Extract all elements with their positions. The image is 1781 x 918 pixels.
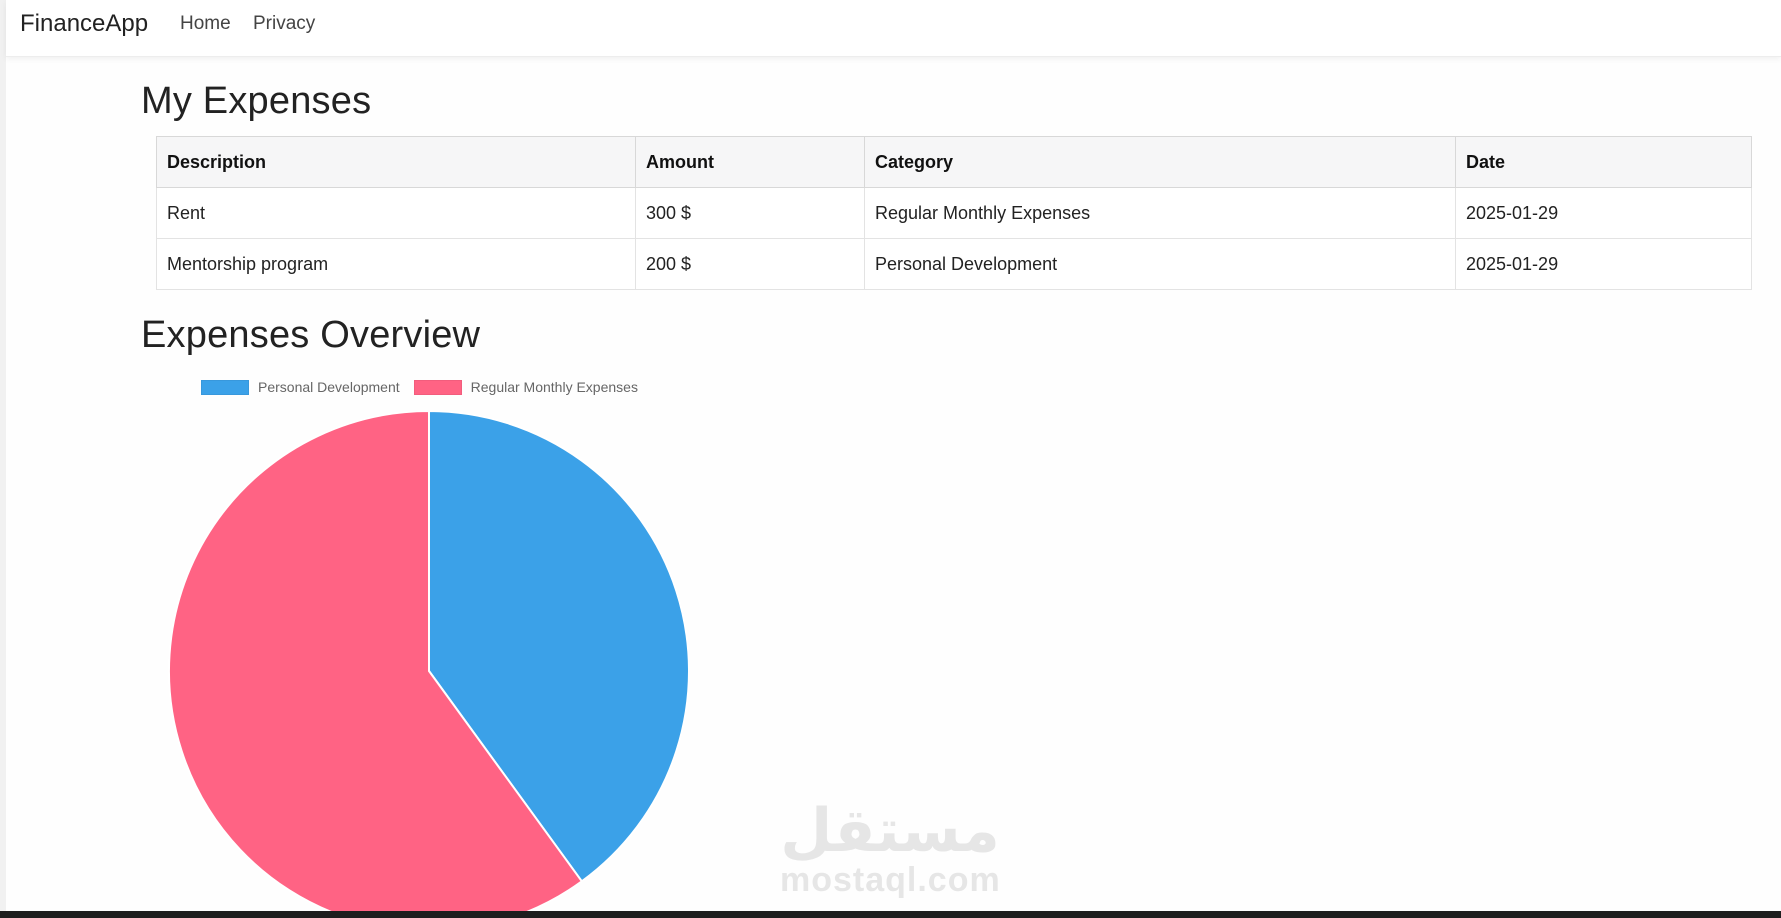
- cell-date: 2025-01-29: [1455, 187, 1752, 239]
- pie-slice-regular-monthly-expenses[interactable]: [168, 409, 584, 911]
- brand-link[interactable]: FinanceApp: [20, 10, 149, 37]
- column-header-description: Description: [156, 136, 636, 188]
- cell-date: 2025-01-29: [1455, 238, 1752, 290]
- expenses-table: Description Amount Category Date Rent 30…: [156, 136, 1752, 290]
- page: FinanceApp Home Privacy My Expenses Desc…: [6, 0, 1781, 911]
- navbar: FinanceApp Home Privacy: [6, 0, 1781, 57]
- window-left-edge: [0, 0, 6, 911]
- page-title: My Expenses: [141, 80, 372, 122]
- pie-slice-personal-development[interactable]: [428, 409, 690, 883]
- legend-swatch-icon: [201, 379, 249, 395]
- pie-chart-canvas[interactable]: [164, 405, 694, 911]
- overview-title: Expenses Overview: [141, 314, 481, 356]
- cell-description: Mentorship program: [156, 238, 636, 290]
- legend-item-regular-monthly-expenses[interactable]: Regular Monthly Expenses: [413, 379, 638, 395]
- cell-category: Personal Development: [864, 238, 1456, 290]
- legend-label: Personal Development: [258, 379, 400, 395]
- nav-privacy-link[interactable]: Privacy: [253, 13, 316, 34]
- legend-label: Regular Monthly Expenses: [470, 379, 638, 395]
- column-header-amount: Amount: [635, 136, 865, 188]
- nav-home-link[interactable]: Home: [180, 13, 231, 34]
- cell-amount: 200 $: [635, 238, 865, 290]
- column-header-category: Category: [864, 136, 1456, 188]
- cell-amount: 300 $: [635, 187, 865, 239]
- column-header-date: Date: [1455, 136, 1752, 188]
- table-header-row: Description Amount Category Date: [156, 136, 1752, 188]
- cell-description: Rent: [156, 187, 636, 239]
- chart-legend: Personal Development Regular Monthly Exp…: [201, 378, 652, 396]
- cell-category: Regular Monthly Expenses: [864, 187, 1456, 239]
- legend-item-personal-development[interactable]: Personal Development: [201, 379, 400, 395]
- taskbar-strip: [0, 911, 1781, 918]
- legend-swatch-icon: [413, 379, 462, 395]
- table-row: Mentorship program 200 $ Personal Develo…: [156, 238, 1752, 290]
- pie-chart[interactable]: [164, 405, 694, 911]
- table-row: Rent 300 $ Regular Monthly Expenses 2025…: [156, 187, 1752, 239]
